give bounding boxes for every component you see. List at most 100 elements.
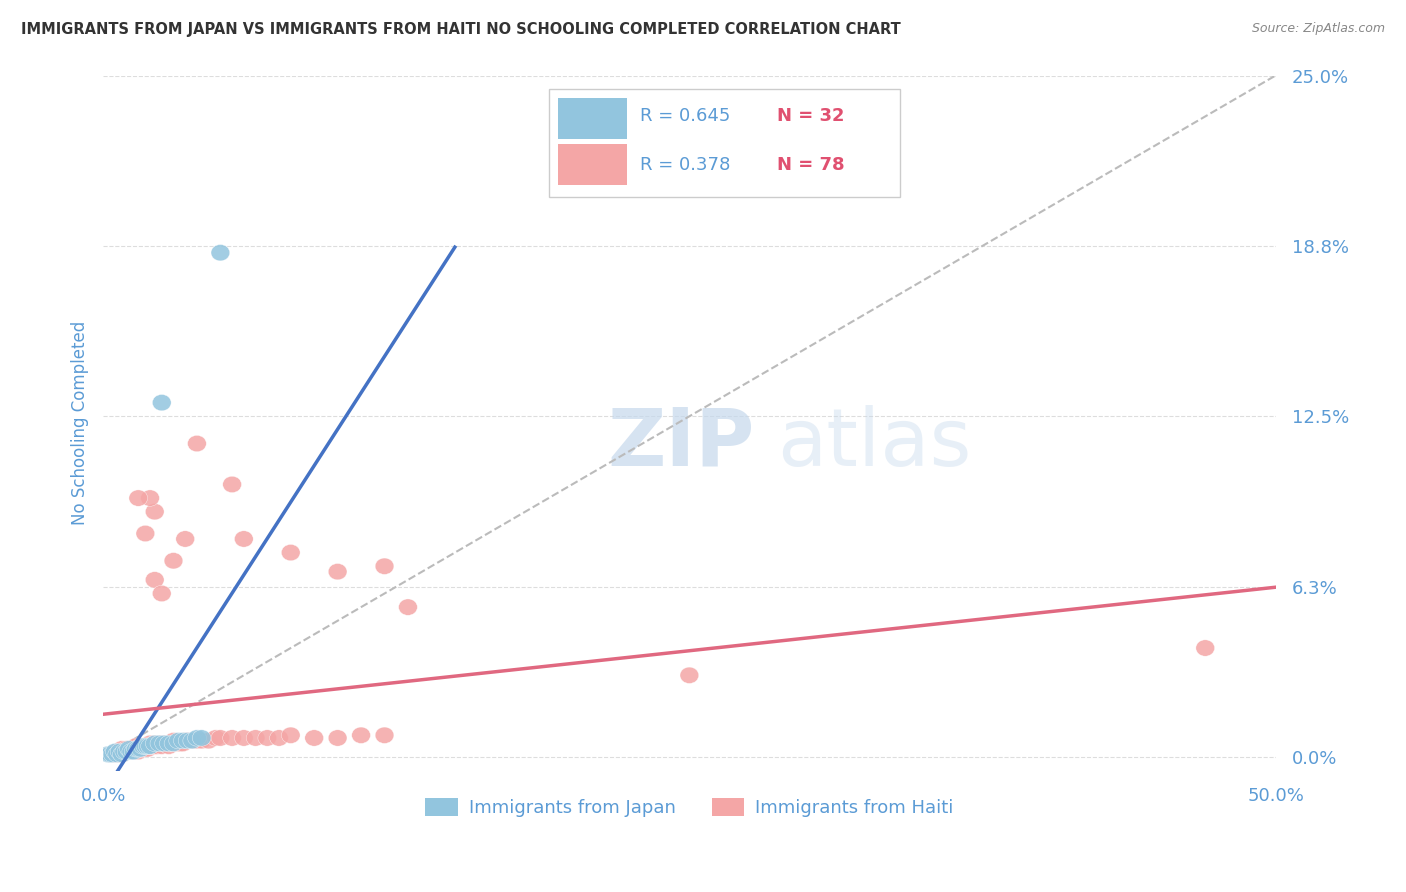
Ellipse shape [101, 746, 120, 763]
Ellipse shape [145, 572, 165, 588]
Ellipse shape [103, 746, 122, 763]
Ellipse shape [1197, 640, 1215, 657]
Ellipse shape [105, 743, 124, 760]
Ellipse shape [281, 727, 299, 743]
Ellipse shape [246, 730, 264, 746]
Ellipse shape [169, 732, 187, 749]
Ellipse shape [162, 735, 180, 752]
Ellipse shape [165, 735, 183, 752]
Ellipse shape [222, 730, 242, 746]
Ellipse shape [352, 727, 370, 743]
Ellipse shape [270, 730, 288, 746]
Ellipse shape [328, 730, 347, 746]
Ellipse shape [165, 553, 183, 569]
Ellipse shape [110, 746, 129, 763]
Ellipse shape [131, 738, 150, 755]
Ellipse shape [108, 746, 127, 763]
Ellipse shape [222, 476, 242, 492]
Ellipse shape [136, 738, 155, 755]
Ellipse shape [681, 667, 699, 683]
Ellipse shape [159, 738, 179, 755]
Ellipse shape [141, 738, 159, 755]
Text: IMMIGRANTS FROM JAPAN VS IMMIGRANTS FROM HAITI NO SCHOOLING COMPLETED CORRELATIO: IMMIGRANTS FROM JAPAN VS IMMIGRANTS FROM… [21, 22, 901, 37]
Legend: Immigrants from Japan, Immigrants from Haiti: Immigrants from Japan, Immigrants from H… [418, 790, 960, 824]
Ellipse shape [200, 732, 218, 749]
Ellipse shape [136, 738, 155, 755]
Ellipse shape [127, 740, 145, 757]
Ellipse shape [129, 740, 148, 757]
Text: ZIP: ZIP [607, 405, 755, 483]
Ellipse shape [136, 740, 155, 757]
Ellipse shape [131, 740, 150, 757]
Ellipse shape [179, 732, 197, 749]
Ellipse shape [375, 727, 394, 743]
Text: R = 0.378: R = 0.378 [640, 155, 731, 174]
Ellipse shape [129, 490, 148, 507]
Ellipse shape [207, 730, 225, 746]
Ellipse shape [145, 503, 165, 520]
Ellipse shape [257, 730, 277, 746]
Ellipse shape [211, 730, 229, 746]
Ellipse shape [122, 743, 141, 760]
Ellipse shape [122, 743, 141, 760]
Ellipse shape [115, 743, 134, 760]
Ellipse shape [127, 740, 145, 757]
Ellipse shape [155, 735, 173, 752]
Ellipse shape [145, 735, 165, 752]
Ellipse shape [157, 735, 176, 752]
Ellipse shape [112, 746, 131, 763]
Ellipse shape [134, 738, 152, 755]
Ellipse shape [173, 732, 193, 749]
Text: R = 0.645: R = 0.645 [640, 107, 731, 125]
Ellipse shape [120, 740, 138, 757]
Ellipse shape [112, 740, 131, 757]
Ellipse shape [136, 525, 155, 541]
Ellipse shape [148, 738, 166, 755]
Ellipse shape [127, 738, 145, 755]
Ellipse shape [183, 732, 201, 749]
Y-axis label: No Schooling Completed: No Schooling Completed [72, 321, 89, 525]
Ellipse shape [150, 735, 169, 752]
Ellipse shape [169, 735, 187, 752]
Ellipse shape [176, 531, 194, 547]
Ellipse shape [141, 735, 159, 752]
Ellipse shape [328, 564, 347, 580]
Ellipse shape [129, 743, 148, 760]
Ellipse shape [281, 544, 299, 561]
Ellipse shape [152, 394, 172, 411]
Ellipse shape [98, 746, 117, 763]
Ellipse shape [193, 730, 211, 746]
Ellipse shape [150, 735, 169, 752]
Ellipse shape [110, 743, 129, 760]
Ellipse shape [131, 740, 150, 757]
Ellipse shape [179, 732, 197, 749]
Ellipse shape [165, 732, 183, 749]
Ellipse shape [117, 743, 136, 760]
Ellipse shape [138, 740, 157, 757]
Ellipse shape [124, 740, 143, 757]
Ellipse shape [183, 732, 201, 749]
Ellipse shape [172, 735, 190, 752]
Ellipse shape [105, 746, 124, 763]
Ellipse shape [305, 730, 323, 746]
Ellipse shape [143, 738, 162, 755]
Ellipse shape [152, 738, 172, 755]
Ellipse shape [235, 531, 253, 547]
Text: N = 32: N = 32 [778, 107, 845, 125]
Ellipse shape [145, 735, 165, 752]
FancyBboxPatch shape [558, 98, 627, 139]
Ellipse shape [187, 732, 207, 749]
Ellipse shape [120, 743, 138, 760]
Ellipse shape [141, 490, 159, 507]
Ellipse shape [211, 244, 229, 260]
Ellipse shape [155, 735, 173, 752]
Ellipse shape [112, 746, 131, 763]
Ellipse shape [134, 738, 152, 755]
Text: Source: ZipAtlas.com: Source: ZipAtlas.com [1251, 22, 1385, 36]
Ellipse shape [398, 599, 418, 615]
Ellipse shape [235, 730, 253, 746]
Ellipse shape [159, 735, 179, 752]
Ellipse shape [129, 740, 148, 757]
Text: N = 78: N = 78 [778, 155, 845, 174]
Text: atlas: atlas [778, 405, 972, 483]
